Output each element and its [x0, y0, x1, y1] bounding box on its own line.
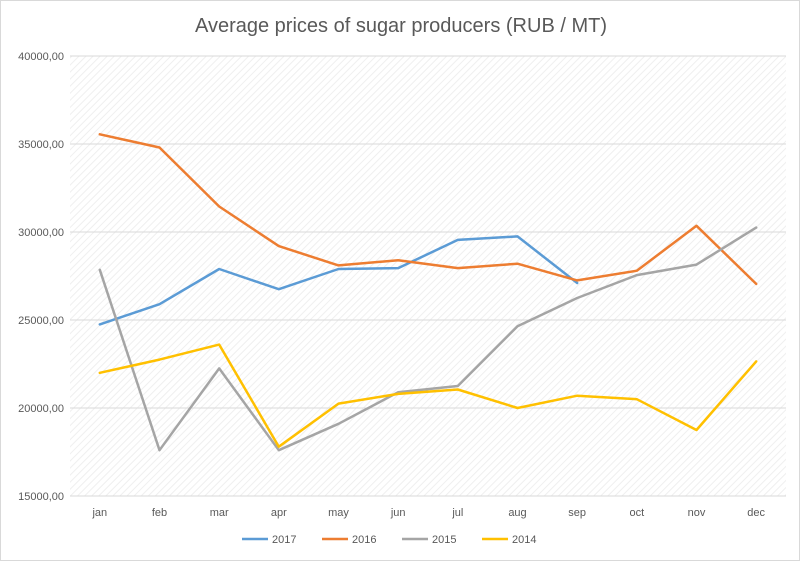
x-tick-label-feb: feb [152, 507, 167, 519]
x-tick-label-jun: jun [390, 507, 406, 519]
legend-label-2015: 2015 [432, 534, 456, 546]
plot-area [70, 56, 786, 496]
x-tick-label-jul: jul [451, 507, 463, 519]
series-line-2014 [98, 343, 758, 448]
chart-title: Average prices of sugar producers (RUB /… [194, 15, 607, 37]
y-tick-label: 40000,00 [18, 51, 64, 63]
legend-label-2016: 2016 [352, 534, 376, 546]
x-tick-label-aug: aug [508, 507, 526, 519]
series-line-2015 [98, 226, 758, 452]
y-tick-label: 20000,00 [18, 403, 64, 415]
x-tick-label-apr: apr [271, 507, 287, 519]
x-tick-label-mar: mar [210, 507, 229, 519]
x-tick-label-nov: nov [688, 507, 706, 519]
x-tick-label-oct: oct [629, 507, 644, 519]
x-tick-label-sep: sep [568, 507, 586, 519]
y-tick-label: 35000,00 [18, 139, 64, 151]
legend-label-2017: 2017 [272, 534, 296, 546]
x-tick-label-may: may [328, 507, 349, 519]
x-tick-label-dec: dec [747, 507, 765, 519]
legend-label-2014: 2014 [512, 534, 536, 546]
y-tick-label: 15000,00 [18, 491, 64, 503]
series-line-2016 [98, 133, 758, 286]
series-line-2017 [98, 235, 579, 326]
x-tick-label-jan: jan [91, 507, 107, 519]
y-tick-label: 30000,00 [18, 227, 64, 239]
y-tick-label: 25000,00 [18, 315, 64, 327]
